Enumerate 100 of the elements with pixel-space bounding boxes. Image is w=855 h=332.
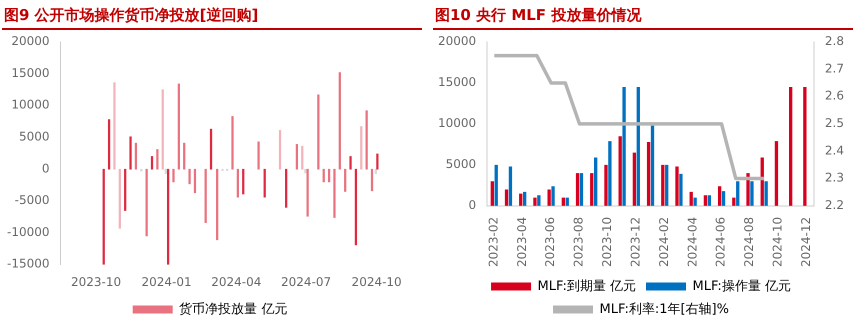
y-tick-label: 0 xyxy=(42,161,50,176)
y-tick-label: -5000 xyxy=(14,193,50,208)
x-tick-label: 2023-04 xyxy=(514,216,529,267)
y-tick-label: 5000 xyxy=(446,157,476,172)
x-tick-label: 2024-10 xyxy=(352,274,402,289)
bar xyxy=(374,168,377,174)
bar xyxy=(632,152,636,206)
bar xyxy=(736,181,740,206)
x-tick-label: 2024-02 xyxy=(656,216,671,267)
x-tick-label: 2023-10 xyxy=(70,274,122,289)
x-tick-label: 2024-07 xyxy=(281,274,332,289)
bar xyxy=(650,126,654,206)
x-tick-label: 2023-12 xyxy=(628,216,642,267)
bar xyxy=(718,186,722,206)
x-tick-label: 2024-01 xyxy=(142,274,192,289)
x-tick-label: 2024-04 xyxy=(211,274,262,289)
bar xyxy=(508,166,512,206)
bar xyxy=(156,149,159,170)
bar xyxy=(102,168,105,265)
bar xyxy=(317,94,320,170)
bar xyxy=(608,141,612,206)
y-tick-label: 15000 xyxy=(11,66,50,80)
y2-tick-label: 2.6 xyxy=(824,88,844,103)
y-tick-label: 20000 xyxy=(438,34,476,48)
bar xyxy=(646,142,650,206)
bar xyxy=(140,168,142,172)
bar xyxy=(661,164,664,206)
bar xyxy=(618,136,622,206)
y-tick-label: 10000 xyxy=(438,116,476,130)
x-tick-label: 2024-12 xyxy=(798,216,813,267)
y-tick-label: 10000 xyxy=(11,98,50,112)
bar xyxy=(522,192,526,206)
bar xyxy=(162,89,164,170)
x-tick-label: 2023-10 xyxy=(600,216,614,267)
bar xyxy=(301,146,304,170)
y2-tick-label: 2.2 xyxy=(824,198,844,212)
bar xyxy=(264,168,266,198)
bar xyxy=(490,181,494,206)
bar xyxy=(803,87,807,206)
bar xyxy=(304,168,306,174)
bar xyxy=(665,164,668,206)
bar xyxy=(566,198,569,206)
x-tick-label: 2024-10 xyxy=(770,216,785,267)
y-tick-label: -15000 xyxy=(6,256,50,271)
bar xyxy=(551,186,555,206)
bar xyxy=(519,194,522,206)
x-tick-label: 2023-02 xyxy=(486,216,500,267)
y-tick-label: 20000 xyxy=(11,34,50,48)
y2-tick-label: 2.8 xyxy=(824,34,844,48)
y-tick-label: 15000 xyxy=(438,75,476,90)
legend-label: MLF:操作量 亿元 xyxy=(692,278,791,294)
bar xyxy=(580,173,584,206)
bar xyxy=(183,142,186,170)
x-tick-label: 2023-06 xyxy=(543,216,558,267)
bar xyxy=(732,198,736,206)
bar xyxy=(537,195,541,206)
bar xyxy=(675,166,679,206)
bar xyxy=(124,168,126,211)
bar xyxy=(636,87,640,206)
bar xyxy=(366,110,368,170)
bar xyxy=(764,181,768,206)
bar xyxy=(690,192,693,206)
bar xyxy=(322,168,325,182)
y2-tick-label: 2.7 xyxy=(824,61,844,76)
y2-tick-label: 2.5 xyxy=(824,116,844,130)
legend-label: 货币净投放量 亿元 xyxy=(179,302,288,317)
y-tick-label: 5000 xyxy=(18,130,50,144)
bar xyxy=(708,195,711,206)
bar xyxy=(338,72,341,170)
bar xyxy=(306,168,309,217)
chart-title: 图9 公开市场操作货币净投放[逆回购] xyxy=(2,0,422,30)
bar xyxy=(204,168,207,223)
bar xyxy=(360,126,362,170)
y2-tick-label: 2.3 xyxy=(824,170,844,185)
bar xyxy=(576,173,580,206)
bar xyxy=(178,84,180,170)
bar xyxy=(547,189,551,206)
legend-label: MLF:到期量 亿元 xyxy=(538,278,636,294)
bar xyxy=(236,168,239,198)
y-tick-label: -10000 xyxy=(6,224,50,239)
bar xyxy=(774,141,778,206)
y2-tick-label: 2.4 xyxy=(824,143,844,158)
bar xyxy=(285,168,288,208)
bar xyxy=(494,164,498,206)
bar xyxy=(760,158,764,206)
bar xyxy=(118,168,121,229)
bar xyxy=(590,173,594,206)
x-tick-label: 2024-04 xyxy=(685,216,700,267)
bar xyxy=(788,87,792,206)
x-tick-label: 2023-08 xyxy=(572,216,586,267)
bar xyxy=(164,168,167,174)
bar xyxy=(146,168,148,236)
bar xyxy=(216,168,218,240)
y-tick-label: 0 xyxy=(468,198,476,212)
bar xyxy=(242,168,244,194)
bar xyxy=(344,168,346,192)
bar xyxy=(594,158,598,206)
legend-label: MLF:利率:1年[右轴]% xyxy=(600,300,729,317)
x-tick-label: 2024-08 xyxy=(742,216,756,267)
bar xyxy=(562,198,566,206)
